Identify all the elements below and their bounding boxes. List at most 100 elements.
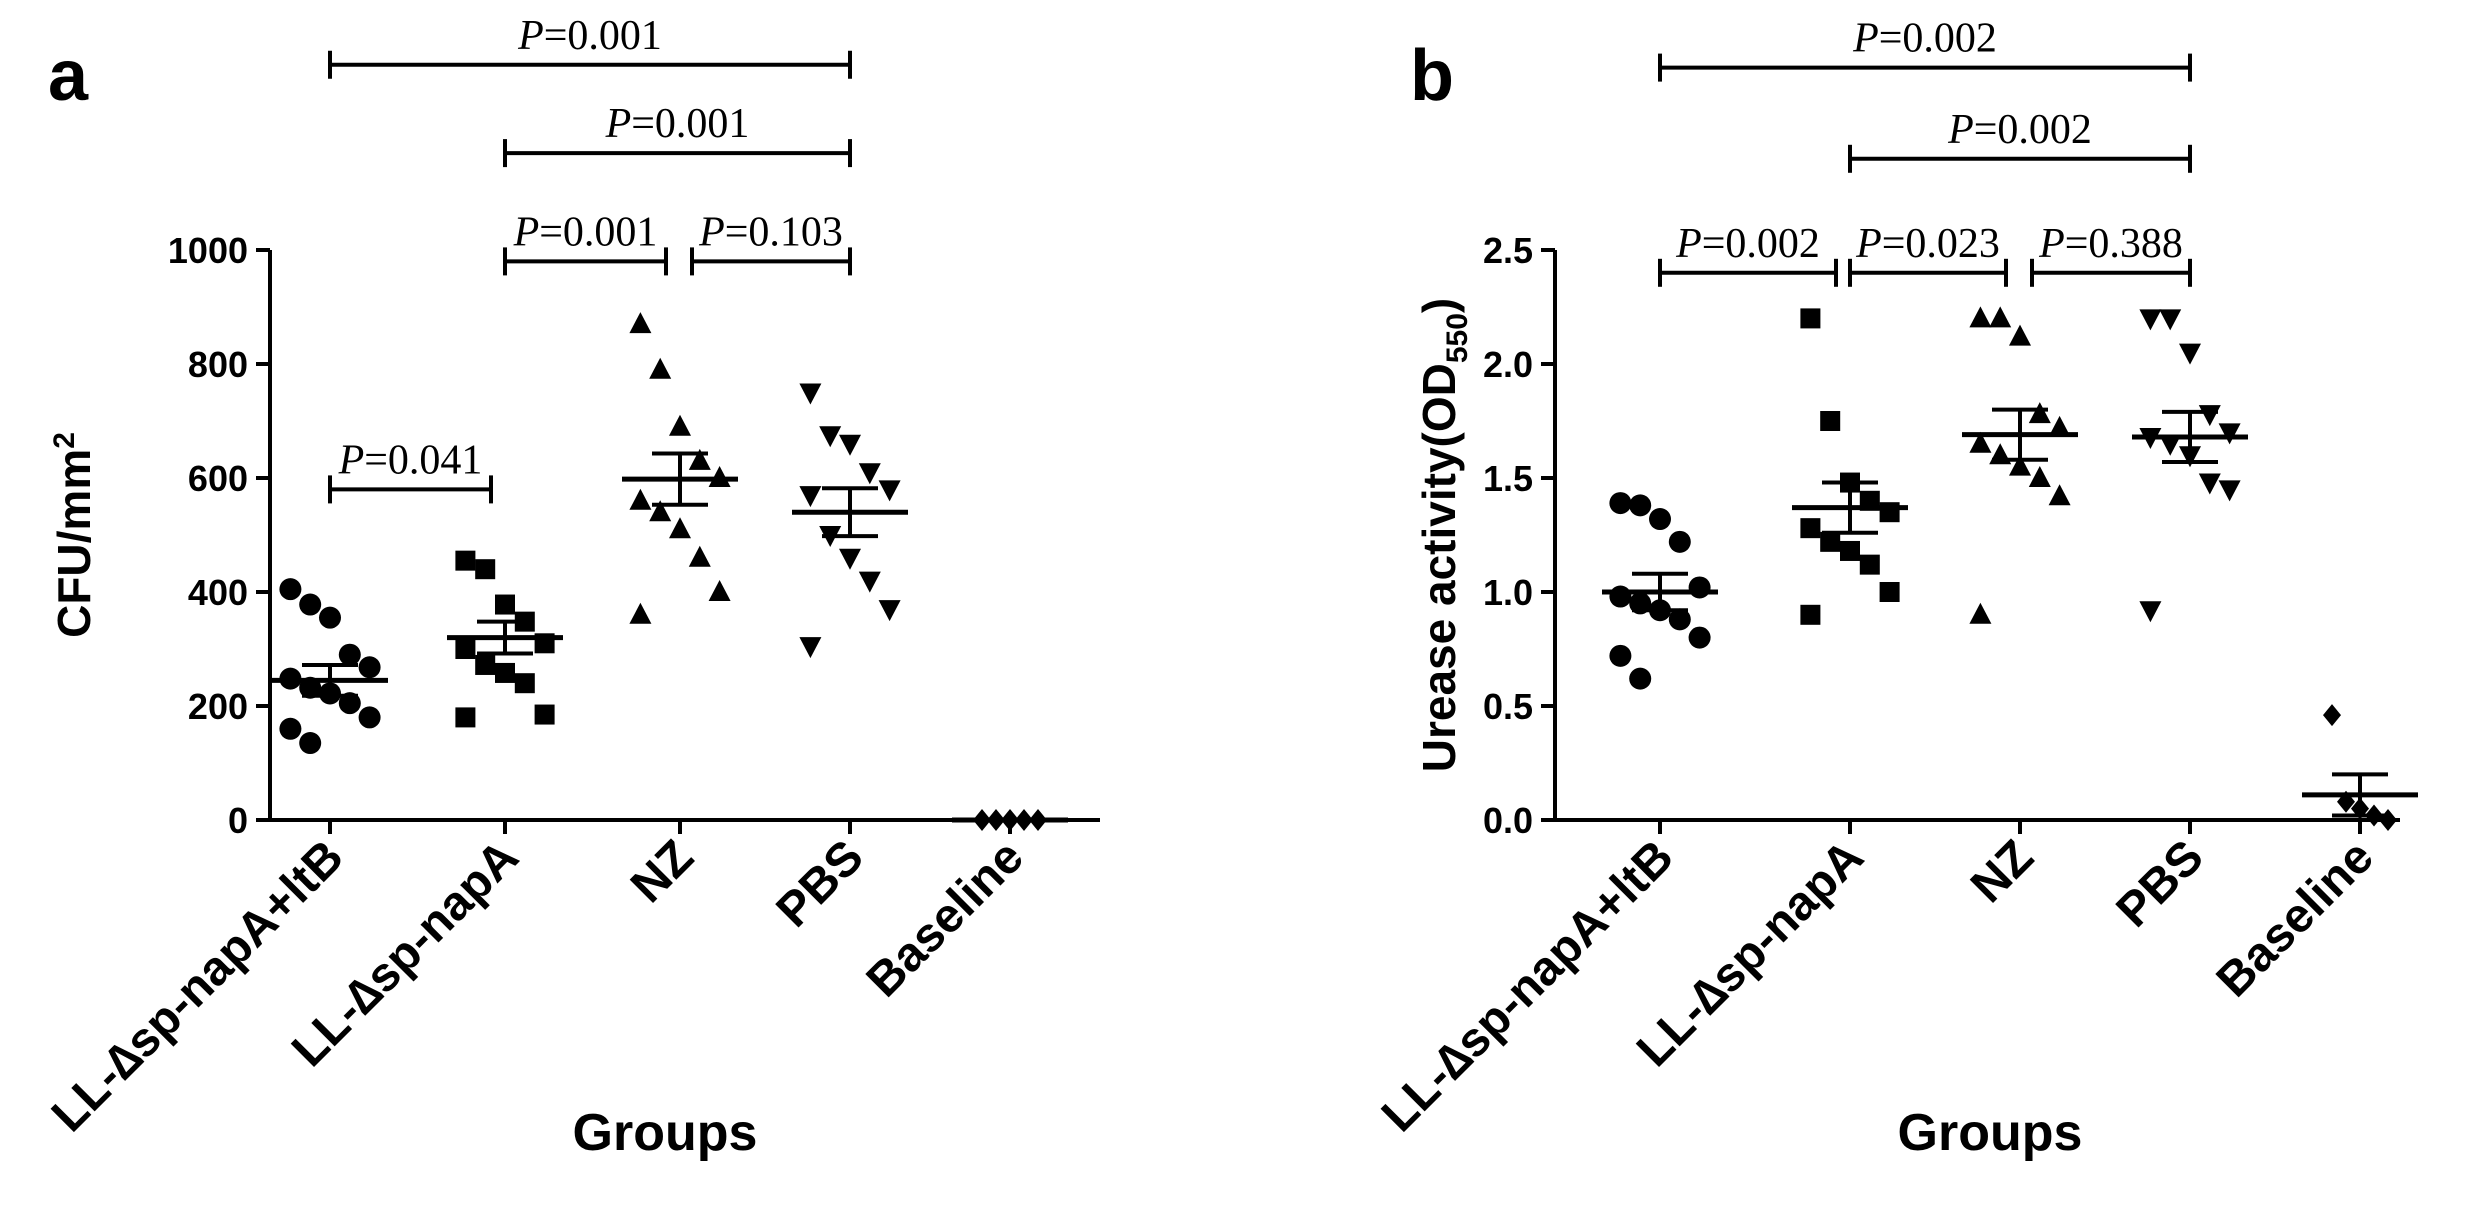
panel-letter: a [48, 36, 89, 116]
y-tick-label: 0 [228, 800, 248, 841]
data-point-triangle-down [858, 571, 881, 593]
data-point-circle [338, 643, 361, 666]
y-axis-title: CFU/mm2 [48, 432, 100, 638]
significance-bracket: P=0.103 [690, 209, 852, 276]
p-value-number: =0.023 [1882, 221, 2000, 267]
data-point-circle [1649, 508, 1671, 531]
x-axis-title: Groups [573, 1104, 758, 1162]
data-point-diamond [2379, 809, 2397, 831]
data-point-triangle-down [819, 426, 842, 448]
p-value-number: =0.001 [544, 13, 662, 59]
data-point-triangle-down [2139, 601, 2162, 623]
data-point-triangle-down [839, 548, 861, 570]
x-category-label: LL-∆sp-napA+ltB [42, 830, 354, 1142]
data-point-triangle-up [708, 580, 731, 601]
p-value-symbol: P [698, 209, 725, 255]
data-point-triangle-up [2048, 484, 2071, 506]
p-value-number: =0.001 [539, 209, 657, 255]
data-point-triangle-up [1969, 306, 1992, 328]
data-point-triangle-down [2159, 434, 2182, 456]
data-point-triangle-up [1969, 602, 1992, 624]
significance-bracket: P=0.388 [2030, 221, 2192, 287]
p-value-label: P=0.001 [605, 101, 750, 147]
significance-bracket: P=0.001 [503, 209, 668, 276]
data-point-square [475, 559, 496, 580]
data-point-square [514, 673, 535, 694]
y-tick-label: 0.0 [1483, 800, 1533, 841]
y-tick-label: 1.5 [1483, 458, 1533, 499]
data-point-triangle-up [629, 602, 652, 624]
significance-bracket: P=0.001 [328, 13, 852, 79]
y-axis-title-subscript: 550 [1441, 313, 1474, 363]
data-point-triangle-up [688, 545, 711, 567]
data-point-circle [279, 717, 302, 740]
p-value-label: P=0.001 [513, 209, 658, 255]
data-point-triangle-down [2218, 480, 2241, 502]
p-value-number: =0.002 [1879, 16, 1997, 62]
p-value-label: P=0.001 [517, 13, 662, 59]
data-point-triangle-down [878, 600, 901, 622]
data-point-circle [1609, 492, 1632, 515]
x-axis-title: Groups [1898, 1104, 2083, 1162]
y-tick-label: 1000 [168, 230, 248, 271]
p-value-symbol: P [605, 101, 632, 147]
data-point-square [1820, 411, 1841, 431]
p-value-symbol: P [513, 209, 540, 255]
data-point-triangle-down [2159, 309, 2182, 331]
y-tick-label: 1.0 [1483, 572, 1533, 613]
data-point-square [1800, 308, 1821, 329]
y-axis-title-main: Urease activity(OD [1413, 363, 1465, 772]
significance-bracket: P=0.023 [1848, 221, 2008, 287]
p-value-number: =0.002 [1702, 221, 1820, 267]
p-value-symbol: P [1852, 16, 1879, 62]
p-value-symbol: P [2038, 221, 2065, 267]
y-tick-label: 600 [188, 458, 248, 499]
p-value-symbol: P [1855, 221, 1882, 267]
y-tick-label: 200 [188, 686, 248, 727]
y-tick-label: 2.5 [1483, 230, 1533, 271]
data-point-triangle-up [649, 500, 672, 522]
data-point-triangle-down [878, 480, 901, 502]
p-value-symbol: P [338, 437, 365, 483]
data-point-triangle-down [799, 637, 822, 659]
data-point-triangle-up [2009, 454, 2031, 476]
p-value-label: P=0.103 [698, 209, 843, 255]
p-value-label: P=0.002 [1852, 16, 1997, 62]
data-point-triangle-up [629, 312, 652, 334]
x-category-label: NZ [1961, 830, 2044, 913]
data-point-triangle-up [2048, 415, 2071, 437]
y-axis-title-end: ) [1413, 298, 1465, 313]
data-point-circle [1688, 576, 1711, 599]
data-point-diamond [2323, 704, 2341, 727]
data-point-circle [1609, 644, 1632, 667]
x-category-label: Baseline [2207, 830, 2384, 1007]
data-point-triangle-up [2009, 324, 2031, 346]
y-tick-label: 800 [188, 344, 248, 385]
p-value-number: =0.002 [1974, 107, 2092, 153]
data-point-square [455, 550, 476, 571]
significance-bracket: P=0.001 [503, 101, 852, 168]
data-point-triangle-up [2028, 402, 2051, 424]
p-value-symbol: P [517, 13, 544, 59]
data-point-square [1820, 531, 1841, 552]
data-point-triangle-up [669, 517, 691, 539]
y-axis-title-superscript: 2 [48, 432, 81, 449]
p-value-label: P=0.002 [1675, 221, 1820, 267]
p-value-label: P=0.388 [2038, 221, 2183, 267]
data-point-triangle-up [629, 488, 652, 510]
data-point-triangle-down [799, 486, 822, 508]
significance-bracket: P=0.002 [1658, 221, 1838, 287]
data-point-triangle-down [839, 434, 861, 456]
data-point-triangle-up [1969, 431, 1992, 453]
significance-bracket: P=0.002 [1658, 16, 2192, 82]
y-tick-label: 2.0 [1483, 344, 1533, 385]
data-point-triangle-up [2028, 466, 2051, 487]
data-point-triangle-down [2198, 473, 2221, 495]
data-point-triangle-up [688, 448, 711, 470]
data-point-square [495, 662, 515, 683]
x-category-label: LL-∆sp-napA+ltB [1372, 830, 1684, 1142]
data-point-triangle-up [669, 414, 691, 436]
data-point-circle [1668, 608, 1691, 631]
